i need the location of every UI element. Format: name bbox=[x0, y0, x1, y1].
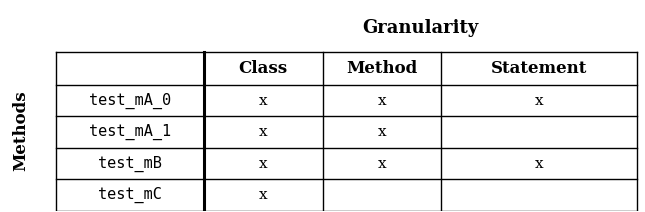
Text: x: x bbox=[535, 156, 544, 170]
Text: test_mA_0: test_mA_0 bbox=[89, 93, 171, 109]
Text: x: x bbox=[259, 94, 268, 108]
Text: x: x bbox=[535, 94, 544, 108]
Text: x: x bbox=[259, 188, 268, 202]
Text: x: x bbox=[377, 156, 386, 170]
Text: Class: Class bbox=[239, 60, 288, 77]
Text: test_mB: test_mB bbox=[98, 155, 162, 172]
Text: Method: Method bbox=[346, 60, 417, 77]
Text: Statement: Statement bbox=[491, 60, 588, 77]
Text: test_mA_1: test_mA_1 bbox=[89, 124, 171, 140]
Text: x: x bbox=[259, 125, 268, 139]
Text: Granularity: Granularity bbox=[362, 18, 479, 36]
Text: test_mC: test_mC bbox=[98, 187, 162, 203]
Text: x: x bbox=[377, 94, 386, 108]
Text: Methods: Methods bbox=[12, 91, 29, 172]
Text: x: x bbox=[377, 125, 386, 139]
Text: x: x bbox=[259, 156, 268, 170]
